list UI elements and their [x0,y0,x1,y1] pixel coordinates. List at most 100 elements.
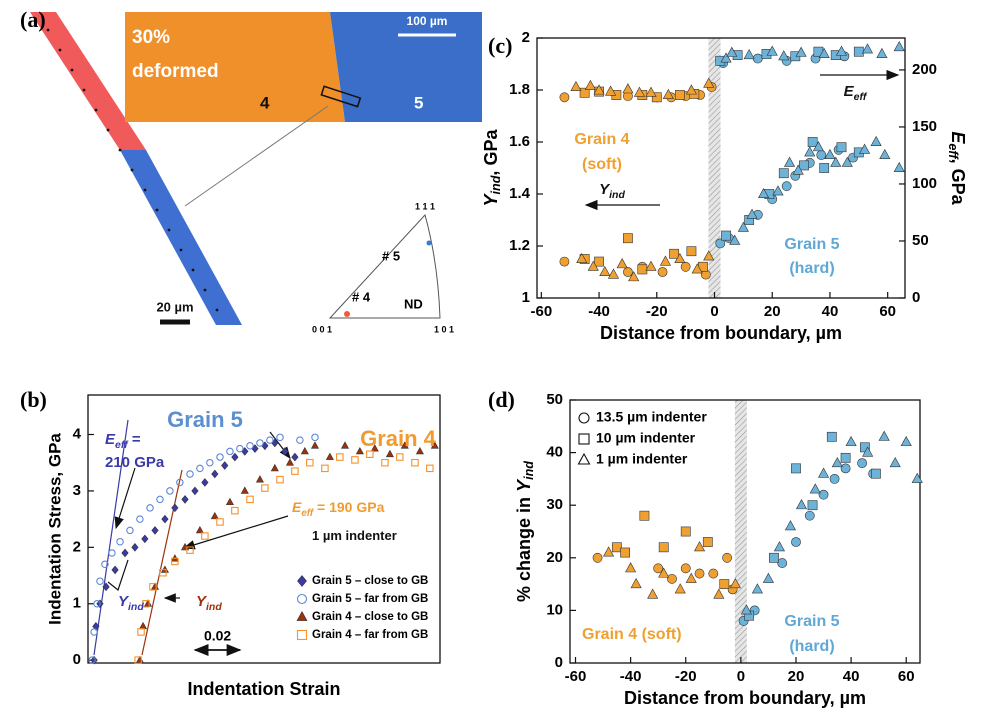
annotation: deformed [132,61,219,82]
point [201,478,209,487]
point [900,435,912,447]
annotation: (soft) [582,156,622,173]
point [799,160,809,171]
point [840,452,851,463]
y2-tick-label: 150 [912,118,937,135]
legend-marker [578,433,590,445]
point [693,541,706,552]
point [605,85,617,96]
point [593,84,605,95]
point [817,467,830,478]
point [216,518,224,526]
y-tick-label: 1.6 [509,133,530,150]
point [166,487,174,495]
point [111,565,119,575]
point [400,441,409,449]
scale-bar-label: 0.02 [204,628,231,644]
legend-marker [296,593,308,605]
point [607,268,620,279]
point [878,430,890,441]
point [840,463,851,474]
point [653,563,664,574]
x-tick-label: 0 [710,303,718,320]
point [415,446,424,455]
point [296,436,304,444]
text-part: (hard) [789,638,834,655]
point [134,656,142,664]
point [321,464,329,473]
x-axis-label: Distance from boundary, µm [600,323,842,343]
boundary-band [734,400,747,663]
annotation: Eeff [844,83,868,103]
text-part: eff [946,143,960,160]
annotation: (hard) [789,638,834,655]
point [599,265,611,276]
point [845,435,857,447]
point [889,456,901,468]
point [722,552,732,563]
text-part: E [948,131,968,144]
annotation: (hard) [789,260,834,277]
point [647,588,659,599]
point [857,458,868,469]
x-tick-label: -60 [565,668,587,685]
legend-label: Grain 5 – far from GB [312,593,428,605]
point [792,164,804,175]
point [620,547,631,558]
point [861,43,874,54]
point [680,526,691,537]
point [108,549,116,557]
point [685,572,697,583]
point [146,504,154,512]
text-part: % change in [514,492,534,602]
point [126,526,134,535]
point [151,526,159,535]
point [171,557,179,566]
point [633,86,646,97]
point [783,156,796,167]
point [143,599,153,607]
x-tick-label: 0 [737,668,745,685]
x-tick-label: -20 [646,303,668,320]
point [658,567,670,578]
plot-frame [87,394,441,664]
point [195,525,204,534]
point [812,141,824,152]
point [804,510,815,521]
y2-tick-label: 200 [912,61,937,78]
point [740,604,752,615]
point [616,258,628,269]
text-part: (hard) [789,260,834,277]
point [772,185,784,196]
text-part: eff [301,508,315,519]
point [306,458,314,467]
text-part: ind [206,601,222,613]
text-part: ind [522,461,536,480]
point [156,495,164,504]
text-part: = 190 GPa [313,499,384,515]
point [587,260,599,271]
point [101,560,109,569]
point [206,458,214,467]
point [628,271,640,282]
point [826,431,837,442]
point [559,92,570,103]
point [622,83,634,94]
x-tick-label: 40 [822,303,839,320]
legend-label: Grain 5 – close to GB [312,575,428,587]
point [355,446,364,455]
text-part: Grain 4 [360,426,437,451]
point [630,577,642,589]
pole-label: ND [404,296,423,311]
y-tick-label: 20 [546,549,563,566]
legend-marker [297,575,307,587]
point [819,163,830,173]
annotation: Grain 4 [360,426,437,451]
point [686,246,697,257]
point [311,433,319,442]
panel-label: (c) [488,33,512,58]
point [96,577,104,585]
point [276,433,284,442]
annotation: Grain 4 [574,131,629,148]
x-tick-label: 60 [898,668,915,685]
